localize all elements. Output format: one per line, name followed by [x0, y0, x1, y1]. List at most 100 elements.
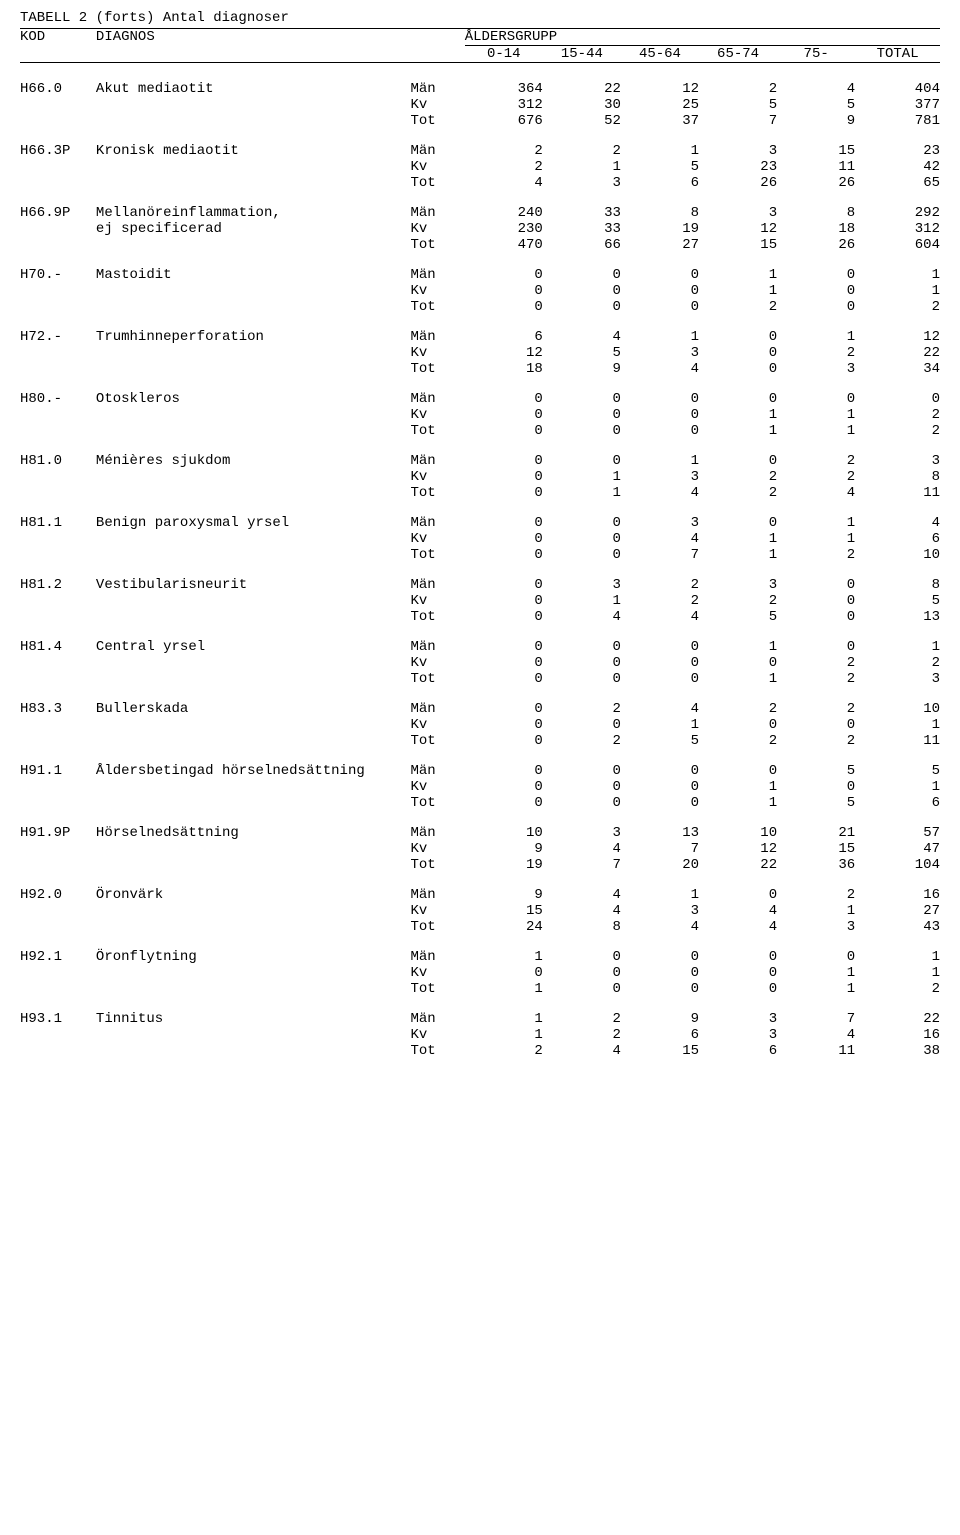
- cell-value: 57: [855, 811, 940, 841]
- cell-diagnos: Benign paroxysmal yrsel: [96, 501, 411, 531]
- cell-value: 0: [621, 981, 699, 997]
- cell-value: 1: [777, 531, 855, 547]
- cell-value: 4: [621, 531, 699, 547]
- header-aldersgrupp: ÅLDERSGRUPP: [465, 29, 940, 46]
- cell-value: 23: [699, 159, 777, 175]
- cell-sex: Kv: [411, 97, 465, 113]
- cell-value: 2: [699, 593, 777, 609]
- cell-diagnos: Mastoidit: [96, 253, 411, 283]
- cell-value: 5: [777, 749, 855, 779]
- cell-value: 0: [621, 423, 699, 439]
- cell-value: 19: [621, 221, 699, 237]
- cell-sex: Män: [411, 377, 465, 407]
- cell-value: 0: [543, 655, 621, 671]
- cell-value: 0: [621, 671, 699, 687]
- cell-value: 2: [699, 469, 777, 485]
- cell-kod: H66.3P: [20, 129, 96, 159]
- cell-sex: Tot: [411, 547, 465, 563]
- cell-value: 30: [543, 97, 621, 113]
- cell-kod: H83.3: [20, 687, 96, 717]
- cell-value: 8: [621, 191, 699, 221]
- cell-value: 2: [777, 345, 855, 361]
- cell-value: 0: [699, 439, 777, 469]
- cell-value: 1: [465, 935, 543, 965]
- cell-diagnos: Akut mediaotit: [96, 81, 411, 97]
- cell-sex: Tot: [411, 299, 465, 315]
- cell-value: 10: [465, 811, 543, 841]
- cell-value: 0: [465, 531, 543, 547]
- cell-value: 2: [777, 687, 855, 717]
- cell-value: 0: [465, 625, 543, 655]
- cell-value: 312: [465, 97, 543, 113]
- cell-value: 3: [621, 903, 699, 919]
- cell-value: 0: [777, 609, 855, 625]
- cell-sex: Kv: [411, 717, 465, 733]
- cell-value: 2: [699, 733, 777, 749]
- cell-kod: H92.1: [20, 935, 96, 965]
- cell-value: 1: [855, 253, 940, 283]
- cell-sex: Tot: [411, 423, 465, 439]
- cell-value: 10: [855, 547, 940, 563]
- cell-sex: Tot: [411, 237, 465, 253]
- cell-value: 0: [465, 717, 543, 733]
- cell-value: 4: [543, 841, 621, 857]
- cell-value: 0: [543, 671, 621, 687]
- cell-value: 0: [543, 625, 621, 655]
- cell-value: 0: [465, 655, 543, 671]
- cell-value: 15: [621, 1043, 699, 1059]
- cell-sex: Kv: [411, 159, 465, 175]
- cell-sex: Tot: [411, 981, 465, 997]
- cell-value: 9: [465, 841, 543, 857]
- cell-value: 34: [855, 361, 940, 377]
- cell-value: 2: [855, 407, 940, 423]
- cell-value: 22: [855, 345, 940, 361]
- cell-diagnos: Öronflytning: [96, 935, 411, 965]
- cell-value: 0: [465, 407, 543, 423]
- cell-value: 4: [465, 175, 543, 191]
- cell-value: 0: [543, 283, 621, 299]
- cell-value: 42: [855, 159, 940, 175]
- cell-value: 0: [465, 563, 543, 593]
- cell-value: 2: [699, 485, 777, 501]
- cell-diagnos: Trumhinneperforation: [96, 315, 411, 345]
- cell-value: 676: [465, 113, 543, 129]
- cell-value: 0: [465, 609, 543, 625]
- cell-kod: H91.9P: [20, 811, 96, 841]
- cell-value: 404: [855, 81, 940, 97]
- cell-value: 25: [621, 97, 699, 113]
- cell-value: 4: [621, 485, 699, 501]
- cell-value: 3: [543, 563, 621, 593]
- cell-value: 0: [621, 407, 699, 423]
- cell-value: 1: [699, 779, 777, 795]
- cell-value: 12: [465, 345, 543, 361]
- cell-value: 2: [777, 655, 855, 671]
- cell-value: 292: [855, 191, 940, 221]
- cell-value: 0: [777, 625, 855, 655]
- cell-value: 0: [543, 253, 621, 283]
- cell-value: 1: [855, 717, 940, 733]
- cell-value: 0: [543, 439, 621, 469]
- cell-value: 5: [699, 609, 777, 625]
- cell-sex: Tot: [411, 857, 465, 873]
- cell-value: 0: [777, 283, 855, 299]
- cell-value: 3: [621, 501, 699, 531]
- cell-kod: H93.1: [20, 997, 96, 1027]
- cell-value: 2: [777, 547, 855, 563]
- cell-value: 1: [465, 981, 543, 997]
- cell-value: 1: [855, 965, 940, 981]
- cell-sex: Kv: [411, 965, 465, 981]
- cell-diagnos: Hörselnedsättning: [96, 811, 411, 841]
- cell-value: 0: [543, 299, 621, 315]
- cell-value: 0: [543, 377, 621, 407]
- cell-value: 12: [855, 315, 940, 345]
- cell-value: 3: [621, 469, 699, 485]
- cell-value: 8: [543, 919, 621, 935]
- cell-sex: Tot: [411, 175, 465, 191]
- cell-value: 1: [699, 423, 777, 439]
- cell-value: 0: [699, 377, 777, 407]
- cell-value: 0: [777, 717, 855, 733]
- cell-value: 0: [699, 501, 777, 531]
- cell-value: 10: [699, 811, 777, 841]
- cell-value: 3: [699, 191, 777, 221]
- cell-value: 6: [621, 175, 699, 191]
